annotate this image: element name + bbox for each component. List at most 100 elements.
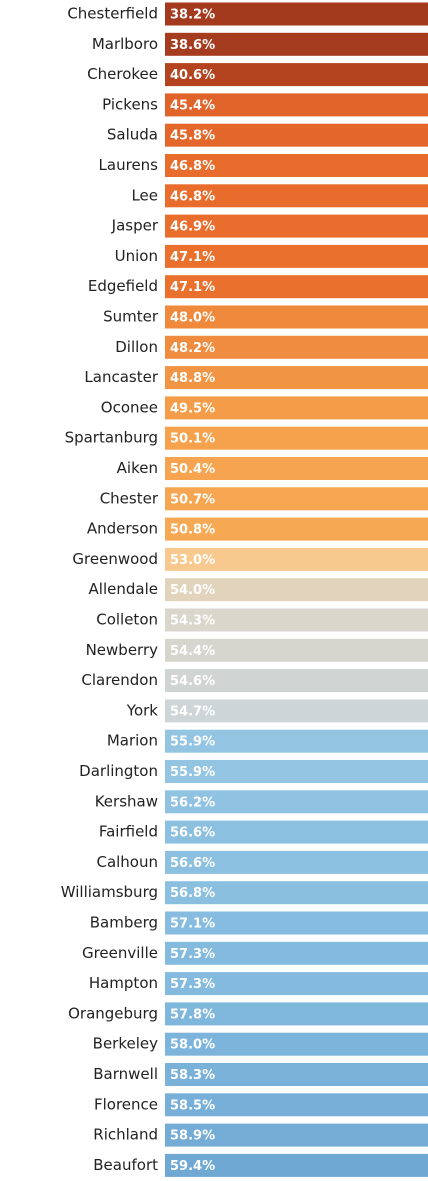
bar	[165, 335, 428, 359]
category-label: Darlington	[79, 762, 158, 780]
value-label: 58.9%	[170, 1129, 215, 1144]
bar	[165, 1063, 428, 1086]
category-label: Richland	[93, 1126, 158, 1144]
category-label: Lee	[131, 186, 158, 204]
value-label: 48.0%	[170, 311, 215, 326]
value-label: 50.7%	[170, 492, 215, 507]
category-label: Cherokee	[87, 65, 158, 83]
bar	[165, 638, 428, 662]
value-label: 45.8%	[170, 129, 215, 144]
value-label: 45.4%	[170, 98, 215, 113]
bar	[165, 154, 428, 177]
value-label: 56.6%	[170, 856, 215, 871]
category-label: Florence	[94, 1095, 158, 1113]
category-label: Pickens	[102, 95, 158, 113]
value-label: 54.6%	[170, 674, 215, 689]
bar	[165, 760, 428, 783]
value-label: 50.8%	[170, 523, 215, 538]
value-label: 47.1%	[170, 250, 215, 265]
bar	[165, 578, 428, 602]
value-label: 56.2%	[170, 795, 215, 810]
bar	[165, 123, 428, 147]
bar	[165, 184, 428, 208]
category-label: Clarendon	[81, 671, 158, 689]
bar	[165, 487, 428, 511]
bar	[165, 941, 428, 965]
value-label: 54.7%	[170, 704, 215, 719]
category-label: Berkeley	[93, 1035, 158, 1053]
value-label: 54.0%	[170, 583, 215, 598]
bar	[165, 850, 428, 874]
bar	[165, 547, 428, 571]
value-label: 48.2%	[170, 341, 215, 356]
bar	[165, 1123, 428, 1147]
value-label: 47.1%	[170, 280, 215, 295]
category-label: Marlboro	[92, 35, 158, 53]
category-label: Saluda	[107, 126, 158, 144]
category-label: Union	[115, 247, 158, 265]
bar	[165, 881, 428, 905]
value-label: 46.8%	[170, 189, 215, 204]
category-label: York	[126, 701, 159, 719]
category-label: Kershaw	[95, 792, 158, 810]
category-label: Calhoun	[96, 853, 158, 871]
bar	[165, 305, 428, 329]
category-label: Orangeburg	[68, 1004, 158, 1022]
category-label: Williamsburg	[61, 883, 158, 901]
value-label: 48.8%	[170, 371, 215, 386]
value-label: 50.1%	[170, 432, 215, 447]
bar	[165, 790, 428, 814]
bar	[165, 517, 428, 541]
bar	[165, 729, 428, 753]
bar	[165, 2, 428, 26]
value-label: 55.9%	[170, 735, 215, 750]
value-label: 38.2%	[170, 8, 215, 23]
value-label: 50.4%	[170, 462, 215, 477]
bar	[165, 63, 428, 87]
bar	[165, 972, 428, 996]
bar	[165, 699, 428, 723]
value-label: 38.6%	[170, 38, 215, 53]
category-label: Anderson	[87, 520, 158, 538]
bar	[165, 366, 428, 390]
bar	[165, 1153, 428, 1177]
category-label: Sumter	[103, 308, 159, 326]
category-label: Laurens	[99, 156, 159, 174]
value-label: 40.6%	[170, 68, 215, 83]
value-label: 56.8%	[170, 886, 215, 901]
bar	[165, 396, 428, 420]
category-label: Aiken	[117, 459, 158, 477]
value-label: 53.0%	[170, 553, 215, 568]
bar	[165, 32, 428, 56]
value-label: 57.8%	[170, 1007, 215, 1022]
bar	[165, 244, 428, 268]
category-label: Beaufort	[93, 1156, 158, 1174]
category-label: Hampton	[89, 974, 158, 992]
value-label: 59.4%	[170, 1159, 215, 1174]
category-label: Dillon	[115, 338, 158, 356]
bar	[165, 820, 428, 844]
value-label: 58.3%	[170, 1068, 215, 1083]
value-label: 58.5%	[170, 1098, 215, 1113]
value-label: 55.9%	[170, 765, 215, 780]
category-label: Allendale	[89, 580, 158, 598]
category-label: Fairfield	[99, 823, 158, 841]
value-label: 46.9%	[170, 220, 215, 235]
bar	[165, 93, 428, 117]
category-label: Jasper	[111, 217, 159, 235]
category-label: Bamberg	[90, 914, 158, 932]
value-label: 54.4%	[170, 644, 215, 659]
value-label: 49.5%	[170, 401, 215, 416]
category-label: Oconee	[101, 398, 158, 416]
category-label: Barnwell	[93, 1065, 158, 1083]
bar	[165, 275, 428, 299]
value-label: 57.3%	[170, 947, 215, 962]
category-label: Edgefield	[88, 277, 158, 295]
value-label: 46.8%	[170, 159, 215, 174]
bar	[165, 426, 428, 450]
value-label: 58.0%	[170, 1038, 215, 1053]
bar	[165, 1002, 428, 1026]
category-label: Newberry	[86, 641, 159, 659]
category-label: Greenwood	[72, 550, 158, 568]
